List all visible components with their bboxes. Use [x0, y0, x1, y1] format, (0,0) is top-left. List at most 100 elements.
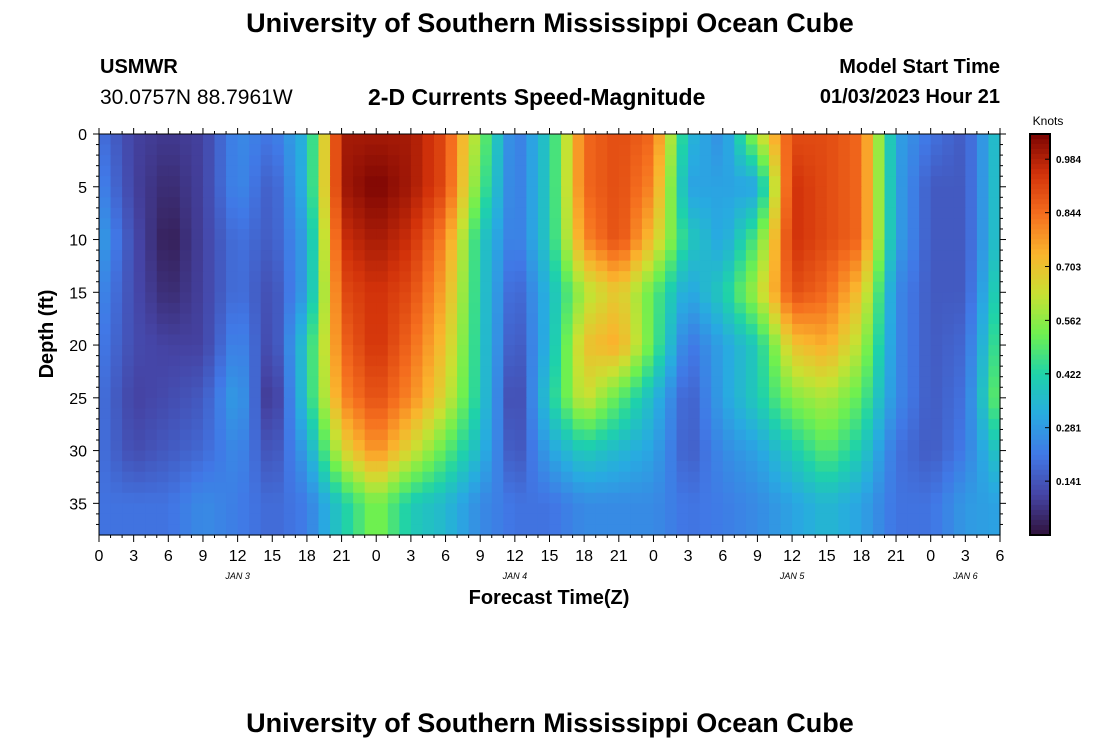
heatmap-cell: [260, 355, 273, 367]
heatmap-cell: [468, 239, 481, 251]
heatmap-cell: [919, 334, 932, 346]
heatmap-cell: [965, 323, 978, 336]
heatmap-cell: [364, 366, 377, 378]
heatmap-cell: [838, 366, 851, 378]
heatmap-cell: [699, 228, 712, 241]
colorbar-segment: [1030, 154, 1050, 160]
heatmap-cell: [526, 355, 539, 367]
heatmap-cell: [376, 334, 389, 346]
heatmap-cell: [110, 292, 123, 304]
colorbar-segment: [1030, 444, 1050, 451]
heatmap-cell: [214, 292, 227, 304]
heatmap-cell: [872, 482, 886, 494]
heatmap-cell: [688, 239, 701, 251]
heatmap-cell: [191, 271, 204, 283]
x-tick-label: 21: [333, 548, 351, 565]
heatmap-cell: [988, 313, 1001, 325]
heatmap-cell: [156, 503, 169, 515]
heatmap-cell: [607, 334, 620, 346]
heatmap-cell: [202, 397, 216, 409]
heatmap-cell: [410, 134, 424, 146]
heatmap-cell: [838, 250, 851, 262]
heatmap-cell: [330, 260, 343, 272]
heatmap-cell: [595, 376, 608, 388]
heatmap-cell: [480, 313, 493, 325]
heatmap-cell: [561, 461, 574, 473]
heatmap-cell: [641, 376, 655, 388]
heatmap-cell: [907, 461, 920, 473]
heatmap-cell: [618, 144, 631, 156]
heatmap-cell: [491, 313, 504, 325]
x-tick-label: 21: [887, 548, 905, 565]
heatmap-cell: [572, 418, 585, 431]
heatmap-cell: [653, 239, 666, 251]
heatmap-cell: [792, 186, 805, 198]
heatmap-cell: [410, 429, 424, 441]
heatmap-cell: [595, 313, 608, 325]
heatmap-cell: [757, 482, 770, 494]
heatmap-cell: [410, 440, 424, 452]
heatmap-cell: [503, 239, 516, 251]
heatmap-cell: [572, 366, 585, 378]
heatmap-cell: [768, 155, 782, 167]
heatmap-cell: [572, 207, 585, 220]
y-tick-label: 0: [78, 127, 87, 144]
heatmap-cell: [815, 281, 828, 293]
heatmap-cell: [549, 471, 562, 483]
heatmap-cell: [722, 207, 735, 220]
heatmap-cell: [572, 197, 585, 209]
heatmap-cell: [803, 387, 816, 399]
heatmap-cell: [491, 492, 504, 504]
heatmap-cell: [896, 239, 909, 251]
heatmap-cell: [641, 271, 655, 283]
heatmap-cell: [399, 387, 412, 399]
heatmap-cell: [688, 176, 701, 188]
heatmap-cell: [803, 218, 816, 230]
heatmap-cell: [803, 155, 816, 167]
heatmap-cell: [110, 366, 123, 378]
heatmap-cell: [699, 250, 712, 262]
heatmap-cell: [526, 429, 539, 441]
heatmap-cell: [168, 450, 181, 462]
heatmap-cell: [503, 461, 516, 473]
heatmap-cell: [549, 239, 562, 251]
heatmap-cell: [688, 461, 701, 473]
heatmap-cell: [214, 503, 227, 515]
heatmap-cell: [514, 302, 527, 314]
heatmap-cell: [711, 513, 724, 526]
heatmap-cell: [537, 461, 551, 473]
heatmap-cell: [260, 292, 273, 304]
heatmap-cell: [953, 271, 966, 283]
heatmap-cell: [768, 461, 782, 473]
heatmap-cell: [780, 134, 793, 146]
heatmap-cell: [976, 281, 990, 293]
heatmap-cell: [676, 334, 689, 346]
heatmap-cell: [179, 376, 193, 388]
heatmap-cell: [491, 397, 504, 409]
heatmap-cell: [618, 239, 631, 251]
heatmap-cell: [480, 197, 493, 209]
heatmap-cell: [457, 218, 470, 230]
heatmap-cell: [133, 471, 146, 483]
heatmap-cell: [768, 271, 782, 283]
heatmap-cell: [422, 492, 435, 504]
heatmap-cell: [757, 165, 770, 177]
heatmap-cell: [526, 418, 539, 431]
heatmap-cell: [976, 271, 990, 283]
heatmap-cell: [641, 302, 655, 314]
heatmap-cell: [930, 323, 943, 336]
heatmap-cell: [976, 524, 990, 536]
heatmap-cell: [768, 355, 782, 367]
heatmap-cell: [410, 345, 424, 357]
heatmap-cell: [514, 450, 527, 462]
heatmap-cell: [341, 492, 354, 504]
x-tick-label: 18: [298, 548, 316, 565]
heatmap-cell: [526, 513, 539, 526]
heatmap-cell: [584, 239, 597, 251]
heatmap-cell: [272, 492, 285, 504]
heatmap-cell: [110, 218, 123, 230]
heatmap-cell: [156, 239, 169, 251]
heatmap-cell: [561, 408, 574, 420]
heatmap-cell: [491, 218, 504, 230]
heatmap-cell: [179, 492, 193, 504]
